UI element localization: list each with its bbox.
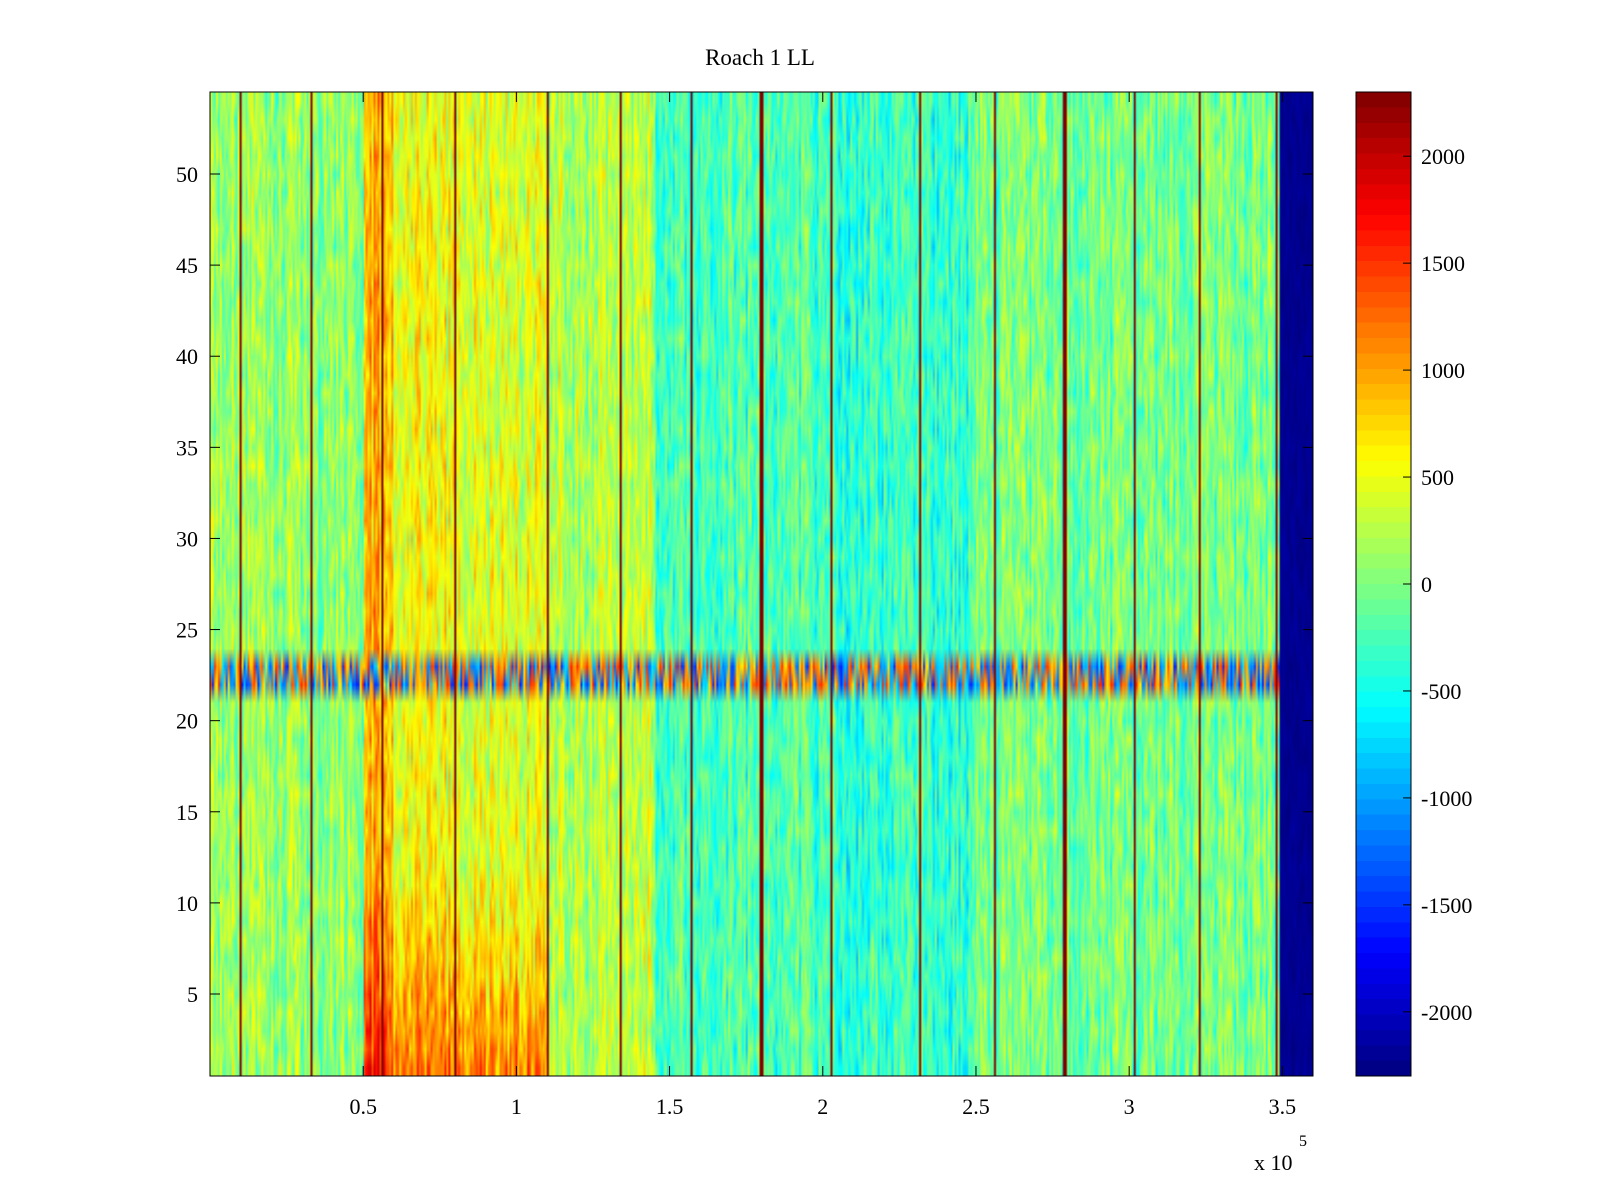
- y-tick-label: 5: [187, 982, 198, 1007]
- x-tick-label: 1.5: [656, 1094, 684, 1119]
- colorbar-tick-label: -2000: [1421, 1000, 1472, 1025]
- y-tick-label: 45: [176, 253, 198, 278]
- x-tick-label: 2: [817, 1094, 828, 1119]
- x-tick-label: 1: [511, 1094, 522, 1119]
- colorbar-tick-label: 1000: [1421, 358, 1465, 383]
- heatmap-image: [210, 92, 1313, 1076]
- y-tick-label: 15: [176, 800, 198, 825]
- colorbar-tick-label: 2000: [1421, 144, 1465, 169]
- x-tick-label: 0.5: [349, 1094, 377, 1119]
- colorbar-tick-label: -1000: [1421, 786, 1472, 811]
- y-tick-label: 35: [176, 435, 198, 460]
- colorbar-image: [1356, 92, 1411, 1076]
- x-tick-label: 2.5: [962, 1094, 990, 1119]
- heatmap-plot: [209, 91, 1314, 1077]
- colorbar-tick-label: 500: [1421, 465, 1454, 490]
- x-exponent-base: x 10: [1254, 1150, 1293, 1175]
- y-tick-label: 40: [176, 344, 198, 369]
- x-exponent-label: x 10: [1254, 1150, 1293, 1175]
- x-tick-label: 3: [1124, 1094, 1135, 1119]
- plot-frame: [209, 91, 1314, 1077]
- x-axis: 0.5 1 1.5 2 2.5 3 3.5: [349, 92, 1296, 1119]
- colorbar-tick-label: 0: [1421, 572, 1432, 597]
- colorbar-tick-label: -1500: [1421, 893, 1472, 918]
- x-exponent-power: 5: [1299, 1133, 1307, 1150]
- colorbar-tick-label: 1500: [1421, 251, 1465, 276]
- chart-title: Roach 1 LL: [705, 45, 815, 70]
- y-axis: 5 10 15 20 25 30 35 40 45 50: [176, 162, 1313, 1007]
- y-tick-label: 50: [176, 162, 198, 187]
- colorbar: 2000 1500 1000 500 0 -500 -1000 -1500 -2000: [1355, 91, 1472, 1077]
- x-tick-label: 3.5: [1269, 1094, 1297, 1119]
- y-tick-label: 20: [176, 709, 198, 734]
- y-tick-label: 25: [176, 618, 198, 643]
- y-tick-label: 10: [176, 891, 198, 916]
- colorbar-ticks: 2000 1500 1000 500 0 -500 -1000 -1500 -2000: [1403, 144, 1472, 1025]
- colorbar-tick-label: -500: [1421, 679, 1461, 704]
- y-tick-label: 30: [176, 526, 198, 551]
